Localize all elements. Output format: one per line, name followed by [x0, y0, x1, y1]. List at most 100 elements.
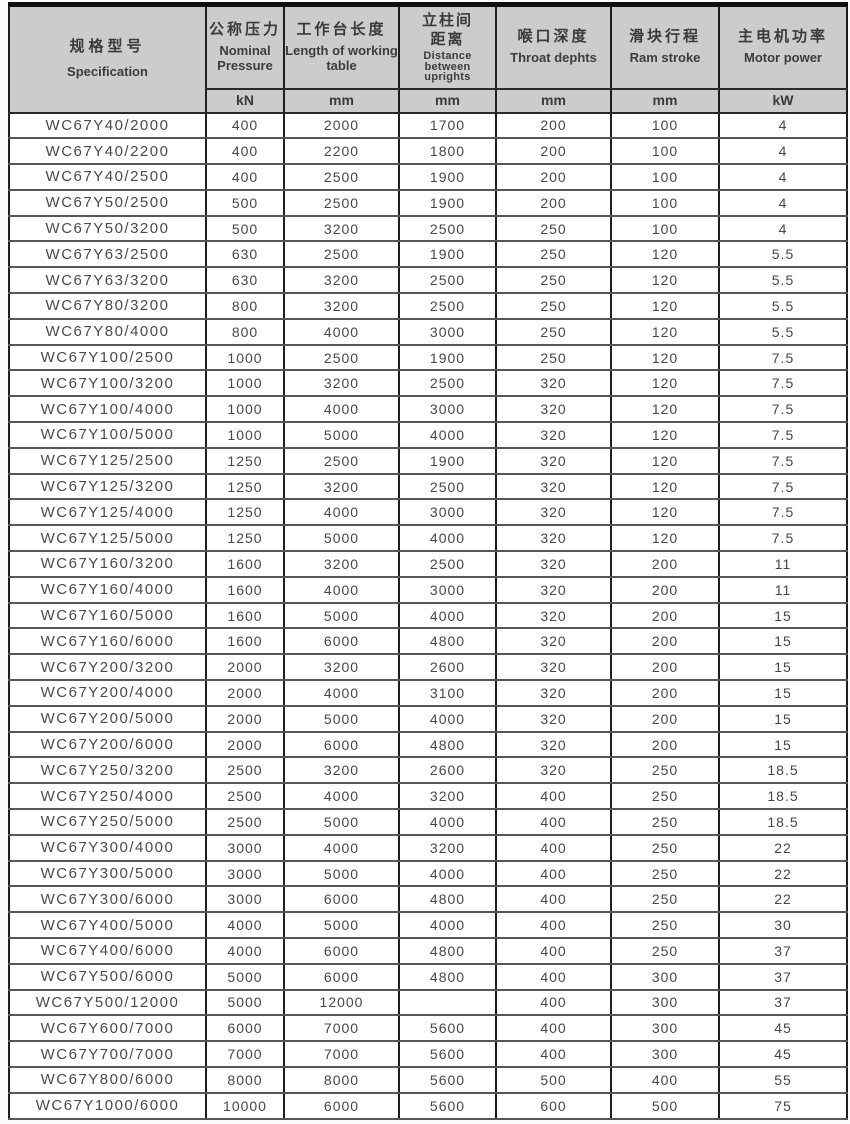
value-cell: 200	[495, 188, 612, 217]
table-row: WC67Y200/6000 2000 6000 4800 320 200 15	[8, 730, 848, 759]
value-cell: 5600	[398, 1014, 497, 1043]
table-row: WC67Y40/2000 400 2000 1700 200 100 4	[8, 111, 848, 140]
spec-cell: WC67Y700/7000	[8, 1040, 207, 1068]
value-cell: 7.5	[718, 343, 848, 372]
value-cell: 45	[718, 1014, 848, 1043]
value-cell: 4	[718, 188, 848, 217]
value-cell: 4000	[205, 911, 285, 939]
table-row: WC67Y700/7000 7000 7000 5600 400 300 45	[8, 1040, 848, 1068]
value-cell: 4000	[283, 679, 400, 707]
unit-motor-power: kW	[718, 88, 848, 114]
value-cell: 5600	[398, 1065, 497, 1094]
table-row: WC67Y300/5000 3000 5000 4000 400 250 22	[8, 859, 848, 888]
spec-cell: WC67Y50/3200	[8, 214, 207, 243]
value-cell: 2000	[205, 704, 285, 733]
value-cell: 1800	[398, 137, 497, 166]
value-cell: 2000	[205, 653, 285, 682]
value-cell	[398, 988, 497, 1017]
value-cell: 120	[610, 524, 720, 553]
value-cell: 2000	[205, 679, 285, 707]
spec-cell: WC67Y100/2500	[8, 343, 207, 372]
value-cell: 1600	[205, 575, 285, 604]
table-row: WC67Y100/5000 1000 5000 4000 320 120 7.5	[8, 421, 848, 449]
value-cell: 630	[205, 240, 285, 269]
value-cell: 250	[495, 343, 612, 372]
value-cell: 6000	[283, 885, 400, 914]
value-cell: 18.5	[718, 756, 848, 785]
table-row: WC67Y100/4000 1000 4000 3000 320 120 7.5	[8, 395, 848, 424]
spec-cell: WC67Y125/4000	[8, 498, 207, 527]
spec-cell: WC67Y160/6000	[8, 627, 207, 656]
table-row: WC67Y80/3200 800 3200 2500 250 120 5.5	[8, 292, 848, 320]
spec-cell: WC67Y63/3200	[8, 266, 207, 295]
value-cell: 400	[495, 808, 612, 836]
value-cell: 18.5	[718, 782, 848, 811]
table-row: WC67Y160/6000 1600 6000 4800 320 200 15	[8, 627, 848, 656]
value-cell: 400	[205, 111, 285, 140]
spec-cell: WC67Y100/5000	[8, 421, 207, 449]
header-ram-stroke: 滑块行程 Ram stroke	[610, 4, 720, 90]
value-cell: 6000	[283, 730, 400, 759]
value-cell: 4000	[283, 833, 400, 862]
spec-cell: WC67Y125/2500	[8, 446, 207, 475]
value-cell: 2500	[205, 756, 285, 785]
table-row: WC67Y1000/6000 10000 6000 5600 600 500 75	[8, 1091, 848, 1120]
header-working-table-length: 工作台长度 Length of working table	[283, 4, 400, 90]
value-cell: 7.5	[718, 369, 848, 398]
value-cell: 320	[495, 704, 612, 733]
value-cell: 500	[205, 214, 285, 243]
value-cell: 4800	[398, 885, 497, 914]
value-cell: 8000	[205, 1065, 285, 1094]
value-cell: 320	[495, 550, 612, 578]
value-cell: 2600	[398, 756, 497, 785]
value-cell: 320	[495, 395, 612, 424]
value-cell: 2500	[283, 188, 400, 217]
value-cell: 250	[610, 833, 720, 862]
value-cell: 400	[495, 859, 612, 888]
value-cell: 2000	[205, 730, 285, 759]
value-cell: 120	[610, 266, 720, 295]
spec-cell: WC67Y200/4000	[8, 679, 207, 707]
value-cell: 4	[718, 137, 848, 166]
spec-cell: WC67Y500/6000	[8, 962, 207, 991]
value-cell: 55	[718, 1065, 848, 1094]
header-motor-power: 主电机功率 Motor power	[718, 4, 848, 90]
value-cell: 400	[495, 1040, 612, 1068]
value-cell: 3200	[283, 266, 400, 295]
spec-cell: WC67Y200/6000	[8, 730, 207, 759]
value-cell: 18.5	[718, 808, 848, 836]
value-cell: 120	[610, 421, 720, 449]
table-row: WC67Y300/6000 3000 6000 4800 400 250 22	[8, 885, 848, 914]
value-cell: 120	[610, 472, 720, 501]
value-cell: 1900	[398, 446, 497, 475]
value-cell: 2500	[283, 163, 400, 191]
value-cell: 2000	[283, 111, 400, 140]
table-row: WC67Y63/2500 630 2500 1900 250 120 5.5	[8, 240, 848, 269]
value-cell: 7000	[205, 1040, 285, 1068]
table-row: WC67Y100/2500 1000 2500 1900 250 120 7.5	[8, 343, 848, 372]
value-cell: 15	[718, 704, 848, 733]
value-cell: 1900	[398, 343, 497, 372]
value-cell: 3200	[283, 214, 400, 243]
value-cell: 200	[495, 137, 612, 166]
value-cell: 4800	[398, 937, 497, 965]
spec-cell: WC67Y160/3200	[8, 550, 207, 578]
value-cell: 200	[610, 627, 720, 656]
spec-cell: WC67Y400/5000	[8, 911, 207, 939]
value-cell: 200	[610, 679, 720, 707]
value-cell: 5600	[398, 1040, 497, 1068]
value-cell: 800	[205, 292, 285, 320]
spec-cell: WC67Y125/5000	[8, 524, 207, 553]
value-cell: 200	[610, 601, 720, 630]
value-cell: 3000	[398, 395, 497, 424]
value-cell: 200	[495, 111, 612, 140]
value-cell: 300	[610, 1040, 720, 1068]
value-cell: 200	[610, 575, 720, 604]
value-cell: 320	[495, 575, 612, 604]
header-nominal-pressure: 公称压力 Nominal Pressure	[205, 4, 285, 90]
header-distance-between-uprights: 立柱间 距离 Distance between uprights	[398, 4, 497, 90]
value-cell: 2500	[398, 472, 497, 501]
value-cell: 250	[495, 317, 612, 346]
table-row: WC67Y50/2500 500 2500 1900 200 100 4	[8, 188, 848, 217]
